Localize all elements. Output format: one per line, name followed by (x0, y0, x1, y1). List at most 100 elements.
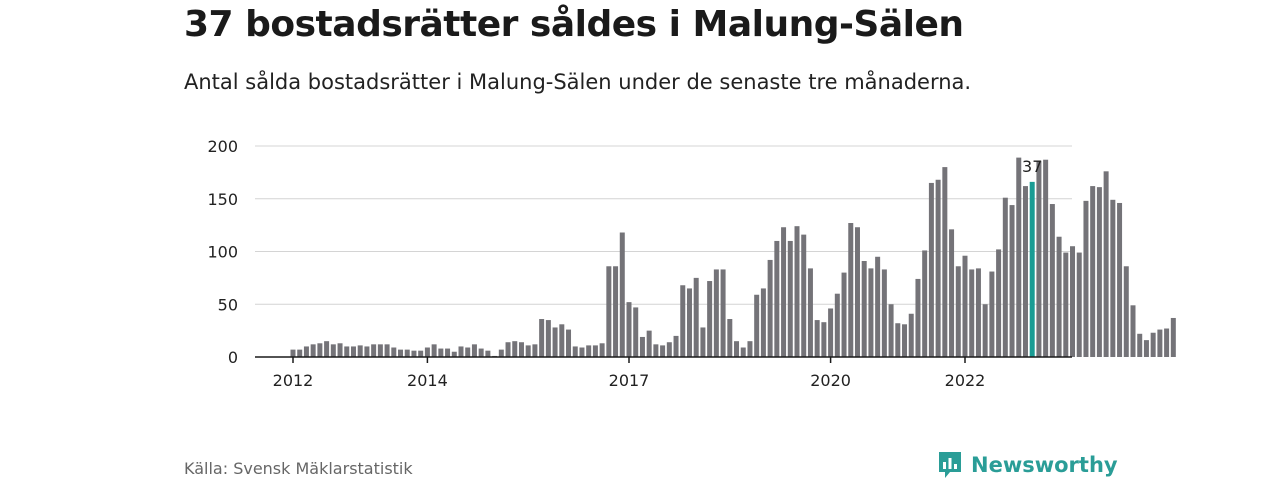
page-subtitle: Antal sålda bostadsrätter i Malung-Sälen… (184, 70, 972, 94)
chart-bars (290, 157, 1176, 358)
y-tick-label: 200 (207, 137, 238, 156)
bar (996, 249, 1002, 357)
bar (1096, 187, 1102, 357)
bar (949, 229, 955, 357)
bar (754, 294, 760, 357)
bar (666, 342, 672, 357)
bar (337, 343, 343, 357)
bar (760, 288, 766, 357)
bar (969, 269, 975, 357)
bar (660, 345, 666, 357)
bar (673, 335, 679, 357)
bar (975, 268, 981, 357)
bar (579, 347, 585, 357)
bar (572, 346, 578, 357)
bar (438, 348, 444, 357)
bar (297, 349, 303, 357)
bar (841, 272, 847, 357)
bar (552, 327, 558, 357)
bar (404, 349, 410, 357)
bar (525, 345, 531, 357)
bar (532, 344, 538, 357)
bar (982, 304, 988, 357)
x-tick-label: 2022 (945, 371, 986, 390)
bar-chart: 0 50 100 150 200 2012 2014 2017 2020 2022 37 (207, 137, 1176, 390)
bar (747, 341, 753, 357)
bar (1103, 171, 1109, 357)
bar (680, 285, 686, 357)
bar (1090, 186, 1096, 357)
bar (1036, 160, 1042, 357)
bar (371, 344, 377, 357)
bar (424, 347, 430, 357)
bar (1170, 317, 1176, 357)
bar (324, 341, 330, 357)
bar (686, 288, 692, 357)
x-tick-label: 2020 (810, 371, 851, 390)
bar (774, 240, 780, 357)
bar (713, 269, 719, 357)
bar (411, 350, 417, 357)
source-text: Källa: Svensk Mäklarstatistik (184, 459, 413, 478)
bar (512, 341, 518, 357)
bar (1110, 199, 1116, 357)
bar (633, 307, 639, 357)
bar (1063, 252, 1069, 357)
x-tick-label: 2012 (273, 371, 314, 390)
bar (545, 320, 551, 357)
bar (700, 327, 706, 357)
bar (834, 293, 840, 357)
bar (1022, 186, 1028, 357)
bar (1164, 328, 1170, 357)
page-title: 37 bostadsrätter såldes i Malung-Sälen (184, 4, 964, 45)
y-tick-label: 50 (218, 295, 238, 314)
bar (559, 324, 565, 357)
bar (868, 268, 874, 357)
x-tick-label: 2014 (407, 371, 448, 390)
highlight-value-label: 37 (1022, 157, 1042, 176)
brand-logo[interactable]: Newsworthy (937, 450, 1118, 480)
bar (418, 350, 424, 357)
bar (1076, 252, 1082, 357)
bar (767, 259, 773, 357)
bar (1137, 333, 1143, 357)
bar (626, 302, 632, 357)
bar (720, 269, 726, 357)
bar (592, 345, 598, 357)
bar (485, 350, 491, 357)
bar (1070, 246, 1076, 357)
bar (451, 351, 457, 357)
bar (471, 344, 477, 357)
bar (310, 344, 316, 357)
bar (1130, 305, 1136, 357)
bar (787, 240, 793, 357)
bar (935, 179, 941, 357)
bar (1123, 266, 1129, 357)
bar (814, 320, 820, 357)
bar (599, 343, 605, 357)
bar (364, 346, 370, 357)
bar (518, 342, 524, 357)
bar (801, 234, 807, 357)
bar (962, 255, 968, 357)
bar (848, 223, 854, 357)
x-axis-ticks: 2012 2014 2017 2020 2022 (273, 357, 986, 390)
bar (928, 182, 934, 357)
bar (606, 266, 612, 357)
bar (942, 167, 948, 357)
bar (734, 341, 740, 357)
bar (727, 319, 733, 357)
bar (807, 268, 813, 357)
bar (384, 344, 390, 357)
bar (1043, 159, 1049, 357)
newsworthy-logo-icon (939, 452, 961, 478)
bar (350, 346, 356, 357)
bar (498, 349, 504, 357)
bar (888, 304, 894, 357)
bar (357, 345, 363, 357)
bar (303, 346, 309, 357)
bar (1002, 197, 1008, 357)
bar (1056, 236, 1062, 357)
y-tick-label: 100 (207, 243, 238, 262)
bar (821, 322, 827, 357)
